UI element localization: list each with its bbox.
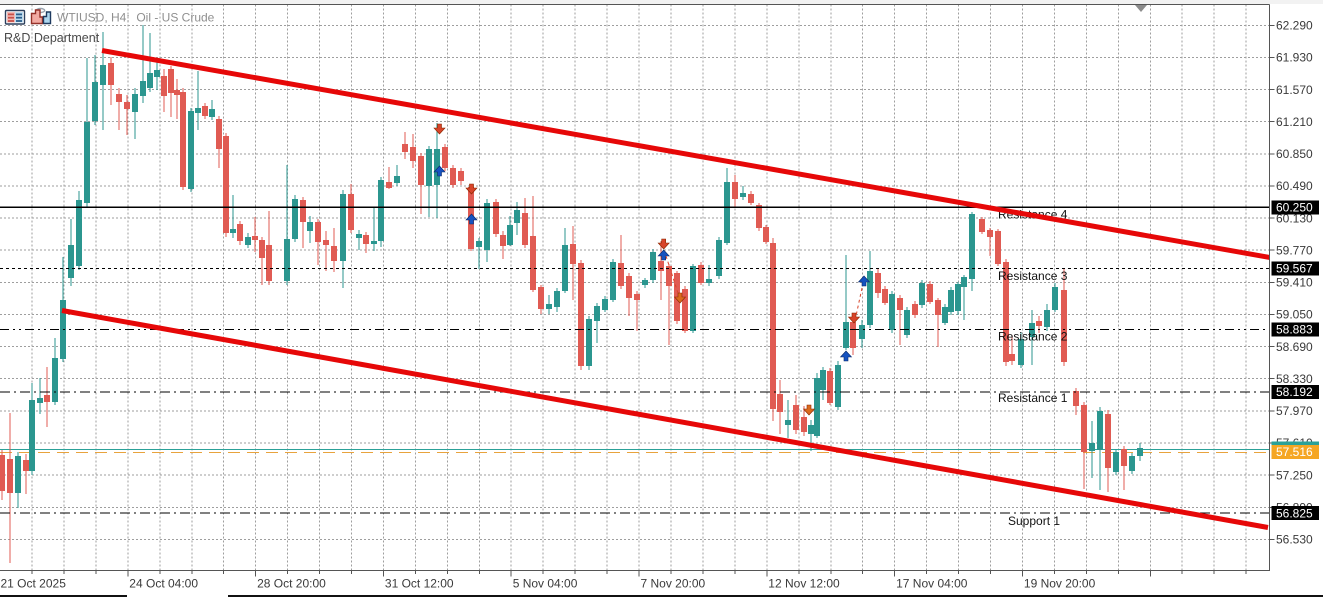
svg-text:12 Nov 12:00: 12 Nov 12:00 [768,577,840,591]
svg-text:61.570: 61.570 [1276,83,1313,97]
svg-text:5 Nov 04:00: 5 Nov 04:00 [513,577,578,591]
svg-text:58.690: 58.690 [1276,340,1313,354]
svg-text:28 Oct 20:00: 28 Oct 20:00 [257,577,326,591]
svg-text:56.825: 56.825 [1276,506,1313,520]
svg-text:58.883: 58.883 [1276,323,1313,337]
svg-text:Resistance 3: Resistance 3 [998,269,1068,283]
svg-text:59.567: 59.567 [1276,262,1313,276]
svg-text:60.490: 60.490 [1276,179,1313,193]
svg-text:21 Oct 2025: 21 Oct 2025 [1,577,67,591]
svg-text:Resistance 1: Resistance 1 [998,391,1068,405]
svg-text:57.516: 57.516 [1276,445,1313,459]
svg-text:61.210: 61.210 [1276,115,1313,129]
svg-text:R&D Department: R&D Department [4,31,100,45]
svg-text:59.410: 59.410 [1276,276,1313,290]
svg-text:WTIUSD, H4: Oil - US Crude: WTIUSD, H4: Oil - US Crude [57,11,215,25]
svg-text:19 Nov 20:00: 19 Nov 20:00 [1024,577,1096,591]
svg-text:60.130: 60.130 [1276,211,1313,225]
svg-text:57.250: 57.250 [1276,468,1313,482]
svg-text:59.050: 59.050 [1276,308,1313,322]
svg-text:17 Nov 04:00: 17 Nov 04:00 [896,577,968,591]
svg-text:60.850: 60.850 [1276,147,1313,161]
svg-text:61.930: 61.930 [1276,51,1313,65]
svg-text:24 Oct 04:00: 24 Oct 04:00 [129,577,198,591]
svg-text:Resistance 2: Resistance 2 [998,330,1068,344]
svg-text:7 Nov 20:00: 7 Nov 20:00 [641,577,706,591]
svg-text:56.530: 56.530 [1276,533,1313,547]
svg-text:59.770: 59.770 [1276,243,1313,257]
svg-text:31 Oct 12:00: 31 Oct 12:00 [385,577,454,591]
svg-text:60.250: 60.250 [1276,201,1313,215]
svg-text:Support 1: Support 1 [1008,514,1060,528]
svg-text:57.970: 57.970 [1276,404,1313,418]
svg-text:58.330: 58.330 [1276,372,1313,386]
svg-text:58.192: 58.192 [1276,385,1313,399]
svg-text:62.290: 62.290 [1276,19,1313,33]
